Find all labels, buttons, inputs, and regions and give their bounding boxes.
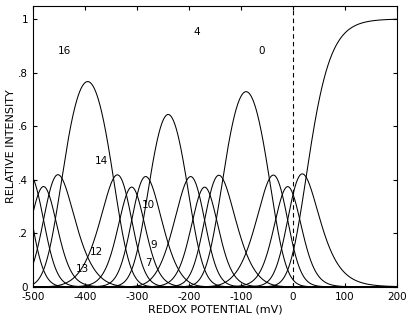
Text: 12: 12 xyxy=(90,247,103,257)
X-axis label: REDOX POTENTIAL (mV): REDOX POTENTIAL (mV) xyxy=(147,304,282,315)
Text: 10: 10 xyxy=(142,200,155,210)
Text: 9: 9 xyxy=(150,240,157,250)
Text: 7: 7 xyxy=(145,258,152,268)
Y-axis label: RELATIVE INTENSITY: RELATIVE INTENSITY xyxy=(5,89,16,203)
Text: 14: 14 xyxy=(95,156,108,166)
Text: 0: 0 xyxy=(258,46,265,56)
Text: 16: 16 xyxy=(58,46,71,56)
Text: 4: 4 xyxy=(193,27,200,37)
Text: 13: 13 xyxy=(76,264,89,274)
